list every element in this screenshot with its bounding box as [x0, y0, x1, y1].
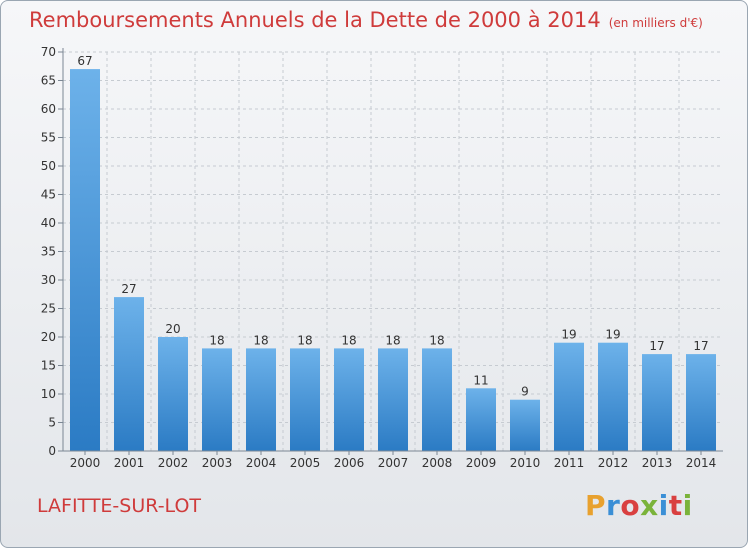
y-tick-label: 20	[41, 330, 56, 344]
bar	[202, 348, 232, 451]
data-label: 18	[429, 333, 444, 347]
y-tick-label: 0	[48, 444, 56, 458]
x-tick-label: 2014	[686, 456, 717, 470]
logo-letter: P	[585, 489, 607, 522]
x-tick-label: 2002	[158, 456, 189, 470]
bar	[686, 354, 716, 451]
data-label: 18	[253, 333, 268, 347]
x-tick-label: 2010	[510, 456, 541, 470]
y-tick-label: 15	[41, 359, 56, 373]
data-label: 18	[209, 333, 224, 347]
bar	[466, 388, 496, 451]
bar	[158, 337, 188, 451]
bar	[246, 348, 276, 451]
data-label: 17	[649, 339, 664, 353]
data-label: 9	[521, 385, 529, 399]
bar	[642, 354, 672, 451]
x-tick-label: 2004	[246, 456, 277, 470]
x-tick-label: 2001	[114, 456, 145, 470]
x-tick-label: 2013	[642, 456, 673, 470]
chart-title: Remboursements Annuels de la Dette de 20…	[29, 8, 703, 32]
y-tick-label: 50	[41, 159, 56, 173]
y-tick-label: 5	[48, 416, 56, 430]
bar	[554, 342, 584, 451]
bar	[334, 348, 364, 451]
x-tick-label: 2008	[422, 456, 453, 470]
commune-name: LAFITTE-SUR-LOT	[37, 495, 202, 517]
logo-letter: i	[658, 489, 669, 522]
y-tick-label: 10	[41, 387, 56, 401]
data-label: 11	[473, 373, 488, 387]
x-tick-label: 2003	[202, 456, 233, 470]
data-label: 18	[385, 333, 400, 347]
y-tick-label: 65	[41, 74, 56, 88]
data-label: 19	[605, 328, 620, 342]
data-label: 18	[297, 333, 312, 347]
y-tick-label: 40	[41, 216, 56, 230]
bar	[290, 348, 320, 451]
proxiti-logo: Proxiti	[585, 489, 693, 522]
data-label: 27	[121, 282, 136, 296]
x-tick-label: 2011	[554, 456, 585, 470]
logo-letter: r	[606, 489, 621, 522]
logo-letter: i	[682, 489, 693, 522]
bar	[378, 348, 408, 451]
x-tick-label: 2012	[598, 456, 629, 470]
x-tick-label: 2006	[334, 456, 365, 470]
bars: 67 27 20 18 18 18 18 18 18 11 9 19 19 17 17	[70, 54, 716, 451]
y-tick-label: 70	[41, 45, 56, 59]
data-label: 67	[77, 54, 92, 68]
x-tick-label: 2000	[70, 456, 101, 470]
y-tick-label: 30	[41, 273, 56, 287]
bar	[422, 348, 452, 451]
x-tick-label: 2009	[466, 456, 497, 470]
axes: 0 5 10 15 20 25 30 35 40 45 50 55 60 65 70 2000 2001 2002…	[41, 45, 723, 470]
y-tick-label: 35	[41, 245, 56, 259]
bar	[114, 297, 144, 451]
data-label: 19	[561, 328, 576, 342]
bar	[598, 342, 628, 451]
y-tick-label: 55	[41, 131, 56, 145]
data-label: 18	[341, 333, 356, 347]
bar	[510, 399, 540, 451]
bar	[70, 69, 100, 451]
logo-letter: t	[668, 489, 683, 522]
y-tick-label: 45	[41, 188, 56, 202]
logo-letter: o	[620, 489, 641, 522]
data-label: 20	[165, 322, 180, 336]
chart-title-text: Remboursements Annuels de la Dette de 20…	[29, 8, 601, 32]
y-tick-label: 25	[41, 302, 56, 316]
x-tick-label: 2007	[378, 456, 409, 470]
logo-letter: x	[640, 489, 659, 522]
y-tick-label: 60	[41, 102, 56, 116]
data-label: 17	[693, 339, 708, 353]
chart-subtitle: (en milliers d'€)	[608, 16, 703, 30]
x-tick-label: 2005	[290, 456, 321, 470]
